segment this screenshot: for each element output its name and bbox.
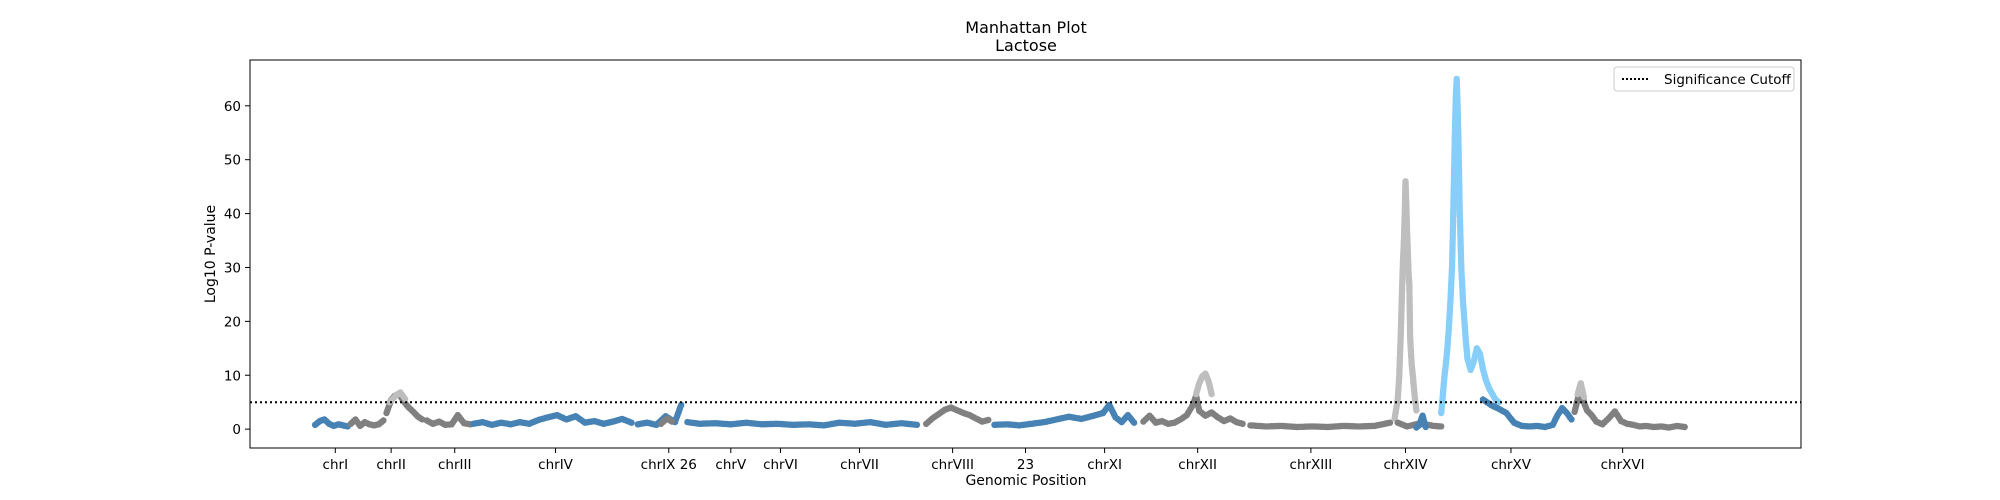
y-tick-label: 60	[224, 99, 241, 115]
legend: Significance Cutoff	[1613, 66, 1795, 92]
legend-box	[1613, 66, 1795, 92]
series-18	[1479, 396, 1575, 431]
data-point	[1386, 419, 1394, 426]
x-tick-label: chrXIII	[1290, 457, 1333, 473]
data-point	[1438, 423, 1445, 430]
data-point	[1422, 423, 1429, 431]
x-tick-label: chrVIII	[931, 457, 974, 473]
y-tick-label: 50	[224, 153, 241, 169]
legend-label: Significance Cutoff	[1664, 72, 1792, 88]
series-0	[311, 416, 351, 430]
y-tick-label: 30	[224, 260, 241, 276]
series-9	[923, 404, 992, 427]
data-point	[1208, 390, 1215, 398]
y-tick-label: 20	[224, 314, 241, 330]
y-axis: 0 10 20 30 40 50 60	[224, 99, 250, 438]
data-point	[1681, 423, 1688, 431]
series-5	[470, 411, 635, 428]
x-tick-label: chrII	[376, 457, 406, 473]
data-point	[628, 419, 635, 426]
data-point	[380, 417, 387, 424]
data-point	[913, 421, 921, 428]
y-tick-label: 40	[224, 207, 241, 223]
x-tick-label: chrIV	[538, 457, 574, 473]
x-tick-label: chrXIV	[1383, 457, 1428, 473]
x-tick-label: chrXII	[1178, 457, 1217, 473]
x-tick-label: chrIII	[438, 457, 471, 473]
series-14	[1391, 178, 1420, 422]
data-point	[1568, 416, 1575, 423]
data-point	[1130, 419, 1138, 426]
data-point	[401, 395, 409, 403]
series-7	[657, 415, 676, 427]
series-1	[347, 416, 387, 430]
x-tick-label: chrVII	[840, 457, 879, 473]
series-13	[1247, 419, 1394, 431]
series-19	[1571, 382, 1688, 431]
x-axis: chrI chrII chrIII chrIV chrIX 26 chrV chrVI chr…	[323, 448, 1645, 473]
data-point	[985, 416, 992, 424]
series-15	[1394, 419, 1445, 430]
x-tick-label: chrXVI	[1601, 457, 1645, 473]
data-point	[1239, 420, 1246, 427]
series-10	[991, 401, 1138, 429]
x-tick-label: chrI	[323, 457, 349, 473]
data-point	[678, 401, 685, 409]
data-point	[1413, 407, 1420, 414]
y-tick-label: 10	[224, 368, 241, 384]
y-axis-label: Log10 P-value	[203, 205, 219, 303]
series-3	[386, 389, 409, 406]
chart-title: Manhattan Plot	[965, 18, 1086, 37]
x-tick-label: chrVI	[763, 457, 798, 473]
series-4	[423, 411, 474, 428]
x-tick-label: chrV	[715, 457, 747, 473]
chart-subtitle: Lactose	[995, 36, 1057, 55]
x-tick-label: chrIX 26	[641, 457, 697, 473]
data-point	[1580, 393, 1588, 400]
series-17	[1438, 75, 1502, 417]
x-axis-label: Genomic Position	[965, 473, 1086, 489]
plot-area	[250, 75, 1801, 431]
series-12	[1192, 370, 1215, 398]
plot-frame	[249, 59, 1802, 449]
series-16	[1413, 412, 1429, 431]
x-tick-label: chrXI	[1087, 457, 1122, 473]
data-point	[1495, 399, 1502, 406]
y-tick-label: 0	[232, 422, 241, 438]
data-point	[668, 418, 676, 425]
series-8	[684, 418, 921, 429]
x-tick-label: 23	[1017, 457, 1034, 473]
series-11	[1140, 392, 1246, 427]
series-20	[1574, 380, 1588, 400]
x-tick-label: chrXV	[1491, 457, 1532, 473]
